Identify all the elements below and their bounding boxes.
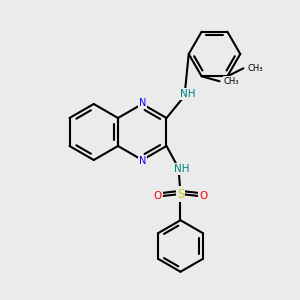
Text: NH: NH xyxy=(180,89,195,99)
Text: CH₃: CH₃ xyxy=(224,77,239,86)
Text: N: N xyxy=(139,156,146,166)
Text: N: N xyxy=(139,98,146,108)
Text: CH₃: CH₃ xyxy=(248,64,263,73)
Text: NH: NH xyxy=(174,164,189,174)
Text: O: O xyxy=(200,191,208,201)
Text: S: S xyxy=(177,188,184,200)
Text: O: O xyxy=(153,191,162,201)
